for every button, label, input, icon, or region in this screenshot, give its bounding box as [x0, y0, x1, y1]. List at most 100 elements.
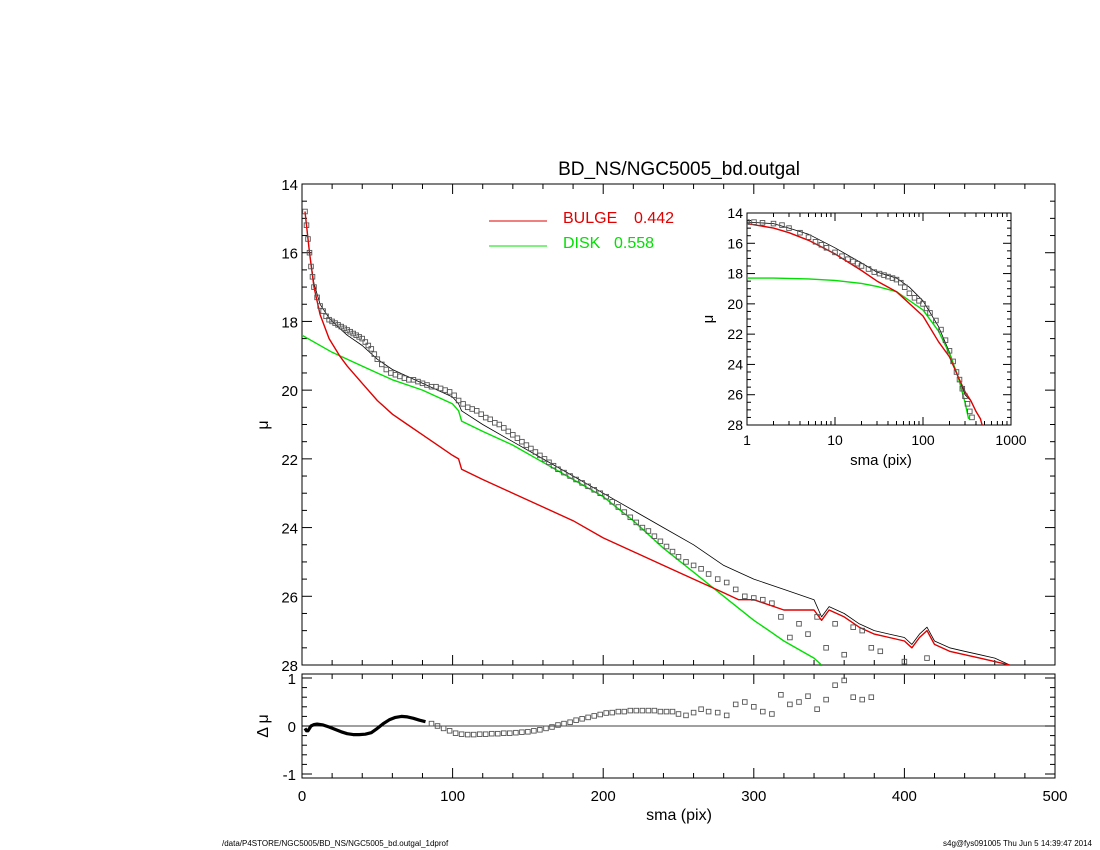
main-data-point: [519, 438, 525, 445]
residual-point: [603, 710, 609, 716]
inset-y-tick-label: 18: [727, 266, 743, 282]
main-data-point: [362, 339, 369, 345]
main-data-point: [669, 548, 676, 555]
inset-series: [747, 219, 983, 425]
residual-point: [868, 694, 875, 700]
main-data-point: [302, 208, 308, 215]
residual-x-axis-label: sma (pix): [646, 807, 712, 824]
main-data-point: [877, 648, 884, 655]
inset-data-point: [858, 263, 865, 269]
inset-data-point: [901, 284, 908, 290]
inset-data-point: [962, 393, 968, 399]
residual-point: [537, 727, 543, 733]
residual-point: [585, 714, 591, 721]
main-data-point: [437, 385, 444, 392]
main-data-point: [478, 411, 484, 417]
inset-data-point: [889, 275, 896, 281]
residual-point: [440, 725, 447, 732]
residual-point: [555, 722, 561, 728]
residual-x-tick-label: 500: [1042, 788, 1067, 805]
main-data-point: [305, 236, 311, 242]
main-data-point: [585, 483, 591, 490]
main-y-tick-label: 20: [281, 383, 298, 400]
main-data-point: [555, 466, 561, 472]
residual-point: [567, 719, 573, 725]
main-data-point: [723, 579, 730, 586]
inset-data-point: [881, 272, 887, 278]
main-data-point: [306, 249, 313, 256]
main-data-point: [651, 533, 658, 539]
main-data-point: [787, 634, 793, 641]
main-bulge-line: [304, 211, 1010, 665]
main-data-point: [859, 627, 865, 634]
main-data-point: [714, 576, 721, 582]
chart-title: BD_NS/NGC5005_bd.outgal: [558, 159, 800, 180]
main-data-point: [464, 404, 471, 411]
residual-point: [751, 704, 757, 710]
inset-x-tick-label: 10: [827, 432, 843, 448]
residual-y-tick-label: 0: [288, 719, 296, 736]
residual-point: [482, 731, 489, 737]
residual-x-tick-label: 0: [298, 788, 306, 805]
residual-point: [501, 730, 507, 736]
inset-data-point: [747, 219, 750, 225]
residual-point: [841, 677, 847, 684]
main-data-point: [392, 371, 399, 378]
main-data-point: [805, 631, 811, 637]
main-data-point: [371, 351, 378, 357]
inset-data-point: [871, 269, 878, 275]
main-data-point: [341, 325, 347, 332]
residual-point: [651, 707, 658, 714]
residual-point: [698, 706, 704, 712]
residual-point: [832, 682, 838, 688]
main-data-point: [528, 445, 534, 452]
residual-point: [434, 723, 441, 729]
residual-point: [814, 706, 820, 712]
main-data-point: [615, 504, 622, 510]
main-data-point: [401, 375, 408, 381]
residual-y-tick-label: -1: [283, 767, 296, 784]
residual-point: [675, 711, 682, 717]
inset-data-point: [906, 290, 913, 297]
main-data-point: [356, 334, 362, 340]
residual-x-tick-label: 100: [440, 788, 465, 805]
residual-point: [549, 724, 555, 730]
residual-point: [627, 707, 634, 714]
inset-data-point: [964, 401, 971, 407]
main-data-point: [455, 397, 462, 404]
main-data-point: [633, 519, 640, 526]
main-data-point: [742, 593, 748, 600]
inset-data-point: [805, 234, 812, 240]
main-data-point: [350, 330, 356, 337]
inset-data-point: [969, 414, 975, 421]
main-data-point: [683, 559, 689, 565]
residual-point: [428, 720, 435, 727]
legend-bulge-value: 0.442: [634, 210, 674, 227]
main-data-point: [609, 499, 615, 505]
main-data-point: [368, 346, 375, 352]
residual-point: [796, 699, 802, 705]
residual-point: [714, 709, 721, 716]
inset-y-tick-label: 16: [727, 235, 743, 251]
main-data-point: [510, 432, 516, 438]
main-y-tick-label: 14: [281, 177, 298, 194]
inset-data-point: [953, 369, 960, 375]
main-data-point: [591, 487, 597, 493]
residual-point: [805, 693, 811, 699]
inset-data-point: [818, 242, 825, 248]
main-data-point: [442, 387, 448, 393]
residual-point: [690, 709, 697, 716]
residual-point: [760, 708, 766, 715]
residual-point: [597, 711, 603, 718]
residual-point: [645, 707, 652, 714]
inset-data-point: [923, 305, 930, 312]
inset-x-tick-label: 100: [911, 432, 935, 448]
legend-bulge-name: BULGE: [563, 210, 617, 227]
inset-y-tick-label: 24: [727, 356, 743, 372]
main-data-point: [796, 621, 802, 627]
main-data-point: [347, 328, 353, 335]
main-data-point: [769, 600, 775, 606]
main-data-point: [901, 658, 908, 665]
inset-data-point: [927, 310, 933, 316]
main-data-point: [732, 586, 739, 593]
